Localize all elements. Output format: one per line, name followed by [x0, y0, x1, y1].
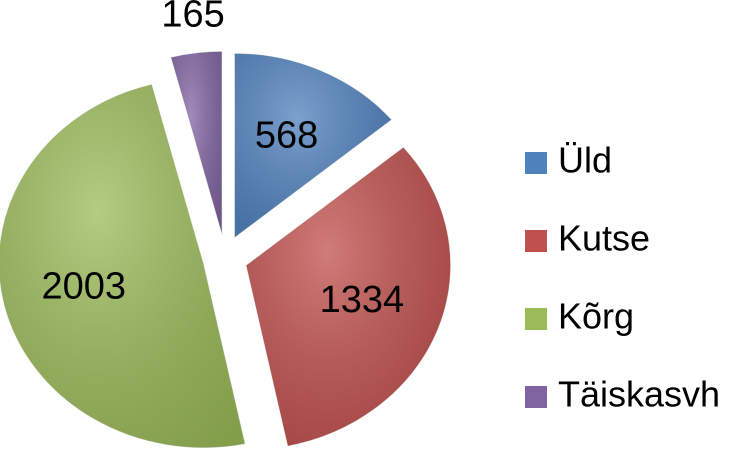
- legend-swatch: [525, 230, 547, 252]
- legend-swatch: [525, 386, 547, 408]
- legend-label: Kutse: [558, 218, 650, 259]
- legend-label: Täiskasvh: [558, 374, 720, 415]
- slice-shade: [0, 83, 246, 448]
- legend-label: Üld: [558, 140, 612, 181]
- slice-shade: [234, 53, 392, 239]
- data-label: 2003: [42, 265, 127, 307]
- data-label: 1334: [320, 279, 405, 321]
- legend-swatch: [525, 152, 547, 174]
- legend-swatch: [525, 308, 547, 330]
- legend-label: Kõrg: [558, 296, 634, 337]
- slice-shade: [170, 51, 223, 237]
- data-label: 568: [255, 115, 318, 157]
- data-label: 165: [161, 0, 224, 36]
- slice-shade: [245, 146, 451, 447]
